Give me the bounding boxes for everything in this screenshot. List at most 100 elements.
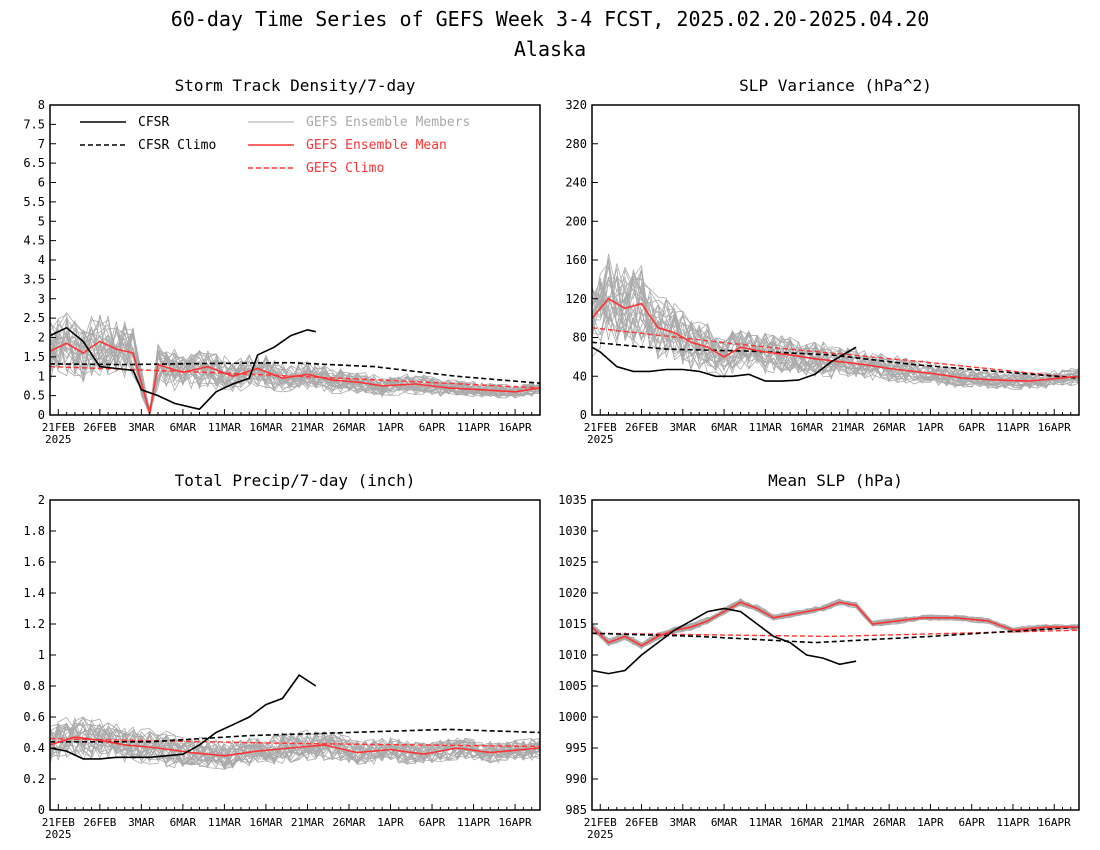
x-tick-label: 21MAR [831,816,864,829]
y-tick-label: 240 [565,176,587,190]
x-tick-label: 16APR [1038,421,1071,434]
x-tick-label: 11APR [457,421,490,434]
x-tick-label: 6MAR [711,816,738,829]
x-tick-label: 21MAR [831,421,864,434]
y-tick-label: 7 [38,137,45,151]
y-tick-label: 0 [580,408,587,422]
ensemble-member-line [591,276,1080,390]
panel-title: Total Precip/7-day (inch) [175,471,416,490]
series-line-cfsr-climo [49,361,541,384]
y-tick-label: 200 [565,214,587,228]
y-tick-label: 6.5 [23,156,45,170]
x-year-label: 2025 [45,433,72,446]
x-tick-label: 16APR [499,421,532,434]
ensemble-member-line [49,315,541,416]
y-tick-label: 1005 [558,679,587,693]
x-tick-label: 6MAR [711,421,738,434]
y-tick-label: 80 [573,331,587,345]
ensemble-members [49,716,541,770]
x-tick-label: 6APR [419,421,446,434]
series-line-cfsr-climo [591,626,1080,644]
series-line-ensemble-mean [591,297,1080,382]
series-line-cfsr [591,346,857,382]
x-tick-label: 21FEB [42,421,75,434]
y-tick-label: 1 [38,369,45,383]
legend-label-cfsr: CFSR [138,115,169,130]
series-line-cfsr [49,674,317,760]
y-tick-label: 320 [565,98,587,112]
y-tick-label: 0 [38,803,45,817]
ensemble-member-line [49,314,541,414]
y-tick-label: 5 [38,214,45,228]
y-tick-label: 7.5 [23,117,45,131]
x-tick-label: 21MAR [291,421,324,434]
series-line-cfsr [49,326,316,411]
x-tick-label: 6APR [419,816,446,829]
x-year-label: 2025 [45,828,72,841]
x-tick-label: 6APR [958,816,985,829]
y-tick-label: 0 [38,408,45,422]
series-line-cfsr [591,607,857,675]
y-tick-label: 2 [38,493,45,507]
y-tick-label: 3 [38,292,45,306]
x-tick-label: 16MAR [790,421,823,434]
x-tick-label: 16MAR [249,421,282,434]
ensemble-member-line [591,600,1079,648]
y-tick-label: 1.2 [23,617,45,631]
y-tick-label: 3.5 [23,272,45,286]
panel-title: Mean SLP (hPa) [768,471,903,490]
chart-panels: Storm Track Density/7-day 0 0.5 1 1.5 2 2.5 3 3.… [23,76,1080,841]
y-tick-label: 0.6 [23,710,45,724]
y-tick-label: 0.4 [23,741,45,755]
figure-title: 60-day Time Series of GEFS Week 3-4 FCST… [171,7,930,31]
ensemble-member-line [591,601,1080,647]
y-tick-label: 1030 [558,524,587,538]
x-tick-label: 11APR [996,421,1029,434]
legend-label-ensemble-mean: GEFS Ensemble Mean [306,138,447,153]
series-line-cfsr-climo [50,728,541,743]
x-tick-label: 21FEB [584,816,617,829]
y-tick-label: 120 [565,292,587,306]
y-tick-label: 1.6 [23,555,45,569]
x-tick-label: 1APR [917,421,944,434]
x-tick-label: 11APR [996,816,1029,829]
y-tick-label: 1000 [558,710,587,724]
x-tick-label: 16APR [499,816,532,829]
panel-slp: Mean SLP (hPa) 985 990 995 1000 1005 1010 1015 1… [558,471,1080,841]
ensemble-member-line [591,253,1080,385]
x-tick-label: 1APR [377,421,404,434]
x-tick-label: 11MAR [749,816,782,829]
x-tick-label: 21FEB [584,421,617,434]
series-line-cfsr-climo [591,341,1080,379]
y-tick-label: 1025 [558,555,587,569]
x-tick-label: 11MAR [208,421,241,434]
ensemble-member-line [591,272,1080,387]
panel-slpvar: SLP Variance (hPa^2) 0 40 80 120 160 200 240 280… [565,76,1080,446]
ensemble-member-line [49,315,541,409]
y-tick-label: 6 [38,176,45,190]
y-tick-label: 8 [38,98,45,112]
x-tick-label: 16MAR [249,816,282,829]
x-tick-label: 26FEB [625,816,658,829]
x-tick-label: 11MAR [208,816,241,829]
ensemble-member-line [49,321,541,411]
y-tick-label: 0.5 [23,389,45,403]
x-tick-label: 16APR [1038,816,1071,829]
x-tick-label: 26FEB [83,421,116,434]
x-tick-label: 6MAR [170,421,197,434]
y-tick-label: 1.5 [23,350,45,364]
ensemble-member-line [591,600,1080,648]
plot-frame [49,499,541,811]
y-tick-label: 1 [38,648,45,662]
y-tick-label: 4.5 [23,234,45,248]
x-tick-label: 26FEB [625,421,658,434]
panel-title: Storm Track Density/7-day [175,76,416,95]
x-tick-label: 6MAR [170,816,197,829]
x-tick-label: 3MAR [128,421,155,434]
ensemble-member-line [49,716,541,766]
x-tick-label: 26FEB [83,816,116,829]
y-tick-label: 1.8 [23,524,45,538]
ensemble-member-line [591,598,1080,649]
y-tick-label: 990 [565,772,587,786]
ensemble-member-line [49,723,541,769]
